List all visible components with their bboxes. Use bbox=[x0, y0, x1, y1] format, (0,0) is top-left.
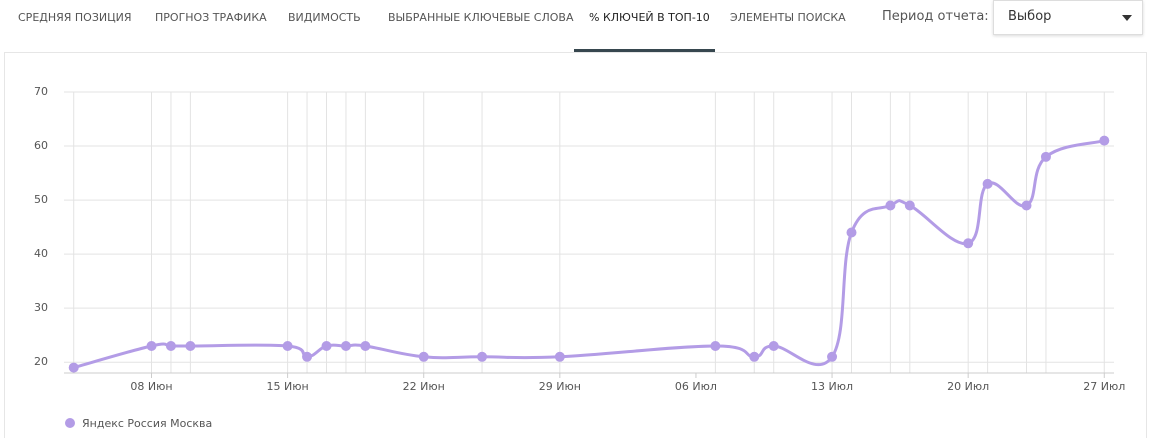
data-point bbox=[749, 351, 760, 362]
tab[interactable]: ВИДИМОСТЬ bbox=[288, 11, 361, 24]
data-point bbox=[185, 340, 196, 351]
x-tick-label: 29 Июн bbox=[539, 380, 581, 393]
x-tick-label: 15 Июн bbox=[267, 380, 309, 393]
y-tick-label: 50 bbox=[34, 193, 48, 206]
data-point bbox=[360, 340, 371, 351]
tab[interactable]: ЭЛЕМЕНТЫ ПОИСКА bbox=[730, 11, 846, 24]
data-point bbox=[340, 340, 351, 351]
chart-panel bbox=[4, 52, 1147, 438]
data-point bbox=[982, 178, 993, 189]
data-point bbox=[1021, 200, 1032, 211]
data-point bbox=[963, 238, 974, 249]
data-point bbox=[885, 200, 896, 211]
data-point bbox=[710, 340, 721, 351]
x-tick-label: 20 Июл bbox=[947, 380, 989, 393]
data-point bbox=[302, 351, 313, 362]
tab[interactable]: ВЫБРАННЫЕ КЛЮЧЕВЫЕ СЛОВА bbox=[388, 11, 574, 24]
dropdown-arrow bbox=[1122, 15, 1132, 21]
data-point bbox=[165, 340, 176, 351]
data-point bbox=[146, 340, 157, 351]
y-tick-label: 60 bbox=[34, 139, 48, 152]
y-tick-label: 70 bbox=[34, 85, 48, 98]
data-point bbox=[418, 351, 429, 362]
data-point bbox=[477, 351, 488, 362]
data-point bbox=[554, 351, 565, 362]
data-point bbox=[768, 340, 779, 351]
y-tick-label: 40 bbox=[34, 247, 48, 260]
tab[interactable]: ПРОГНОЗ ТРАФИКА bbox=[155, 11, 267, 24]
tab[interactable]: % КЛЮЧЕЙ В ТОП-10 bbox=[589, 11, 710, 24]
data-point bbox=[904, 200, 915, 211]
x-tick-label: 27 Июл bbox=[1083, 380, 1125, 393]
data-point bbox=[321, 340, 332, 351]
data-point bbox=[282, 340, 293, 351]
active-tab-indicator bbox=[574, 49, 715, 52]
legend-label: Яндекс Россия Москва bbox=[82, 417, 212, 430]
x-tick-label: 22 Июн bbox=[403, 380, 445, 393]
y-tick-label: 30 bbox=[34, 301, 48, 314]
period-select[interactable]: Выбор bbox=[993, 0, 1143, 35]
data-point bbox=[1040, 151, 1051, 162]
data-point bbox=[827, 351, 838, 362]
y-tick-label: 20 bbox=[34, 355, 48, 368]
data-point bbox=[846, 227, 857, 238]
x-tick-label: 08 Июн bbox=[130, 380, 172, 393]
tab[interactable]: СРЕДНЯЯ ПОЗИЦИЯ bbox=[18, 11, 132, 24]
data-point bbox=[1099, 135, 1110, 146]
data-point bbox=[68, 362, 79, 373]
select-value: Выбор bbox=[1008, 9, 1052, 24]
x-tick-label: 13 Июл bbox=[811, 380, 853, 393]
x-tick-label: 06 Июл bbox=[675, 380, 717, 393]
legend-marker bbox=[65, 418, 75, 428]
period-label: Период отчета: bbox=[882, 9, 989, 24]
